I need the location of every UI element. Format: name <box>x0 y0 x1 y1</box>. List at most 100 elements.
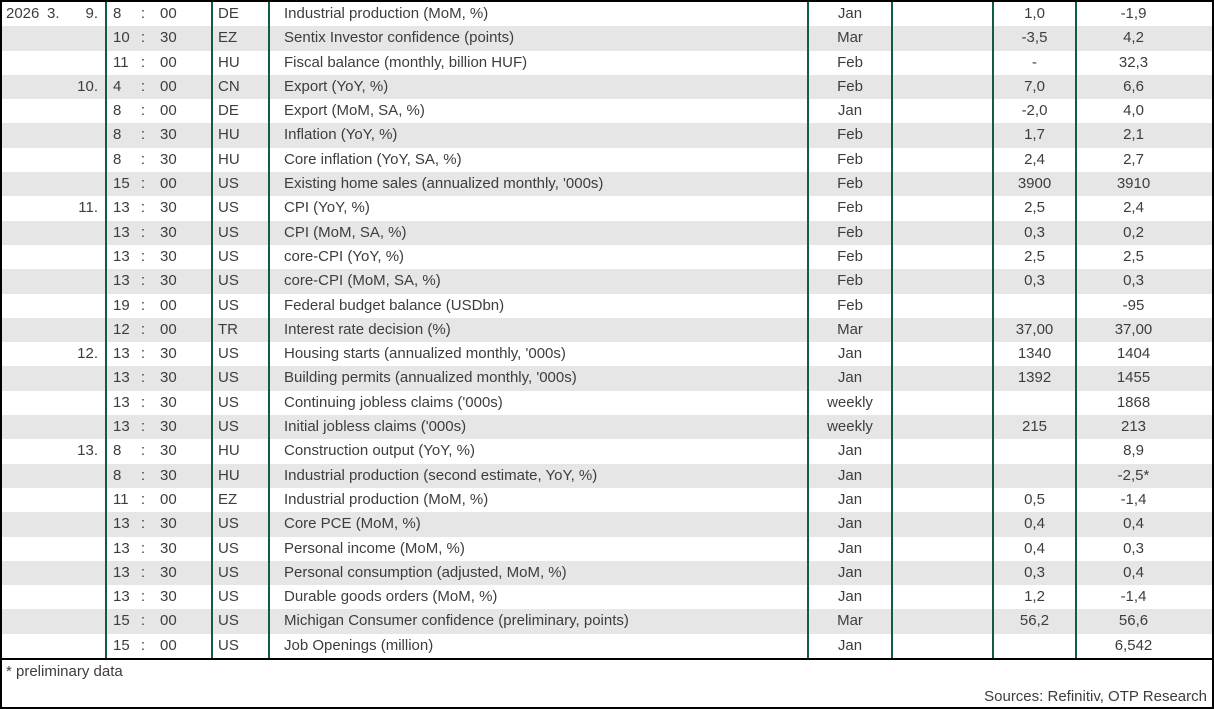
country-code: US <box>213 293 270 318</box>
date-day <box>69 221 105 245</box>
time-cell: 13 : 30 <box>107 366 213 391</box>
time-cell: 11 : 00 <box>107 50 213 75</box>
date-year <box>2 415 47 439</box>
value-previous: 0,2 <box>1123 223 1144 241</box>
event-name: CPI (YoY, %) <box>270 196 809 221</box>
time-hour: 11 <box>113 53 129 71</box>
table-row: 8 : 30 HU Inflation (YoY, %) Feb 1,7 2,1 <box>2 123 1212 148</box>
event-name: Michigan Consumer confidence (preliminar… <box>270 609 809 634</box>
time-separator: : <box>140 563 146 581</box>
event-name: Industrial production (second estimate, … <box>270 463 809 488</box>
date-month <box>47 439 69 463</box>
date-cell <box>2 633 107 659</box>
value-consensus: 0,5 <box>994 487 1077 513</box>
country-code: US <box>213 220 270 245</box>
date-year <box>2 26 47 50</box>
event-name: core-CPI (MoM, SA, %) <box>270 269 809 294</box>
date-day <box>69 537 105 561</box>
table-row: 13 : 30 US core-CPI (MoM, SA, %) Feb 0,3… <box>2 269 1212 294</box>
reference-period: Jan <box>809 99 893 124</box>
time-cell: 13 : 30 <box>107 585 213 610</box>
event-name: Personal income (MoM, %) <box>270 536 809 561</box>
empty-column-cell <box>893 172 994 197</box>
date-year <box>2 51 47 75</box>
time-cell: 13 : 30 <box>107 244 213 270</box>
date-month <box>47 123 69 147</box>
value-consensus: 0,3 <box>994 560 1077 586</box>
country-code: US <box>213 536 270 561</box>
event-name: Construction output (YoY, %) <box>270 439 809 464</box>
time-minute: 00 <box>160 5 177 22</box>
empty-column-cell <box>893 50 994 75</box>
country-code: US <box>213 390 270 416</box>
time-minute: 30 <box>160 588 177 606</box>
empty-column-cell <box>893 366 994 391</box>
table-row: 13. 8 : 30 HU Construction output (YoY, … <box>2 439 1212 464</box>
date-year <box>2 75 47 99</box>
time-separator: : <box>140 175 146 193</box>
event-name: Interest rate decision (%) <box>270 317 809 343</box>
time-separator: : <box>140 418 146 436</box>
event-name: Job Openings (million) <box>270 633 809 659</box>
country-code: EZ <box>213 487 270 513</box>
value-consensus: 2,4 <box>994 147 1077 173</box>
time-separator: : <box>140 612 146 630</box>
date-month <box>47 99 69 123</box>
value-previous: 56,6 <box>1118 612 1149 630</box>
date-cell <box>2 366 107 391</box>
date-day <box>69 366 105 390</box>
value-consensus: 1,7 <box>994 123 1077 148</box>
date-cell <box>2 487 107 513</box>
reference-period: Jan <box>809 366 893 391</box>
time-cell: 10 : 30 <box>107 26 213 51</box>
date-day <box>69 123 105 147</box>
time-separator: : <box>140 102 146 120</box>
event-name: Export (YoY, %) <box>270 74 809 100</box>
table-row: 15 : 00 US Michigan Consumer confidence … <box>2 609 1212 634</box>
reference-period: Feb <box>809 196 893 221</box>
date-month <box>47 634 69 658</box>
reference-period: Jan <box>809 560 893 586</box>
value-previous: 6,542 <box>1114 636 1153 654</box>
time-cell: 13 : 30 <box>107 269 213 294</box>
date-day <box>69 512 105 536</box>
value-consensus: 215 <box>994 415 1077 440</box>
time-separator: : <box>140 490 146 508</box>
time-cell: 4 : 00 <box>107 74 213 100</box>
time-separator: : <box>140 515 146 533</box>
empty-column-cell <box>893 244 994 270</box>
reference-period: Jan <box>809 2 893 27</box>
table-row: 11 : 00 EZ Industrial production (MoM, %… <box>2 487 1212 513</box>
date-day <box>69 51 105 75</box>
date-month <box>47 148 69 172</box>
time-minute: 30 <box>160 345 177 363</box>
country-code: HU <box>213 147 270 173</box>
date-day <box>69 609 105 633</box>
date-day <box>69 464 105 488</box>
empty-column-cell <box>893 196 994 221</box>
time-minute: 30 <box>160 199 177 217</box>
time-separator: : <box>140 150 146 168</box>
time-minute: 30 <box>160 126 177 144</box>
empty-column-cell <box>893 487 994 513</box>
country-code: HU <box>213 123 270 148</box>
date-day <box>69 148 105 172</box>
event-name: Sentix Investor confidence (points) <box>270 26 809 51</box>
value-consensus: - <box>994 50 1077 75</box>
empty-column-cell <box>893 439 994 464</box>
time-hour: 19 <box>113 296 130 314</box>
country-code: US <box>213 609 270 634</box>
value-consensus: 0,3 <box>994 269 1077 294</box>
empty-column-cell <box>893 415 994 440</box>
time-separator: : <box>140 466 146 484</box>
value-consensus: 0,4 <box>994 512 1077 537</box>
table-row: 13 : 30 US Core PCE (MoM, %) Jan 0,4 0,4 <box>2 512 1212 537</box>
time-separator: : <box>140 539 146 557</box>
value-previous: 4,2 <box>1123 29 1144 47</box>
date-cell <box>2 293 107 318</box>
reference-period: Mar <box>809 26 893 51</box>
date-month <box>47 245 69 269</box>
time-minute: 30 <box>160 563 177 581</box>
value-consensus: 0,3 <box>994 220 1077 245</box>
date-year <box>2 294 47 318</box>
